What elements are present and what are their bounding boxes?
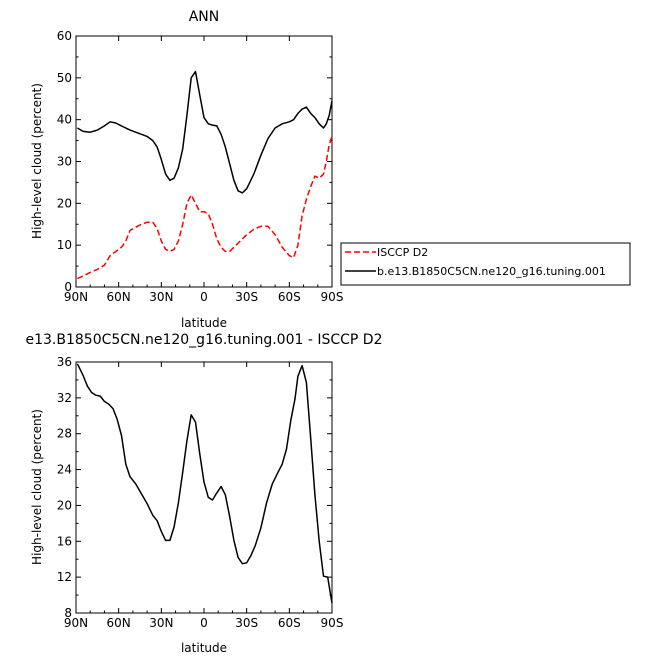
top-y-tick-label: 0 [64,280,72,294]
top-series-line-0 [77,136,333,280]
top-chart-title: ANN [189,9,220,25]
top-x-tick-label: 90N [64,290,88,304]
bottom-y-tick-label: 28 [57,427,72,441]
bottom-series-lines [76,363,333,604]
top-y-tick-label: 50 [57,71,72,85]
top-panel: ANN 90N 60N 30N 0 30S 60S 90S 0 10 20 30 40 50 60 lat… [30,9,343,330]
bottom-axis-ticks: 90N 60N 30N 0 30S 60S 90S 8 12 16 20 24 28 32 36 [57,355,344,630]
top-x-tick-label: 90S [321,290,344,304]
bottom-x-tick-label: 90N [64,616,88,630]
legend-label-isccp: ISCCP D2 [377,246,428,259]
bottom-x-axis-label: latitude [181,641,227,655]
top-series-lines [77,70,333,280]
top-axis-ticks: 90N 60N 30N 0 30S 60S 90S 0 10 20 30 40 50 60 [57,29,344,304]
bottom-chart-title: e13.B1850C5CN.ne120_g16.tuning.001 - ISC… [25,332,382,348]
top-y-tick-label: 10 [57,238,72,252]
bottom-x-tick-label: 30S [235,616,258,630]
top-y-tick-label: 20 [57,196,72,210]
bottom-x-tick-label: 30N [149,616,173,630]
top-x-tick-label: 30N [149,290,173,304]
top-x-tick-label: 0 [200,290,208,304]
top-x-tick-label: 60N [107,290,131,304]
bottom-y-tick-label: 32 [57,391,72,405]
bottom-x-tick-label: 90S [321,616,344,630]
top-series-line-1 [77,70,333,194]
legend-label-model: b.e13.B1850C5CN.ne120_g16.tuning.001 [377,265,606,278]
top-x-tick-label: 60S [278,290,301,304]
bottom-y-tick-label: 8 [64,606,72,620]
bottom-x-tick-label: 0 [200,616,208,630]
bottom-y-tick-label: 16 [57,534,72,548]
bottom-panel: e13.B1850C5CN.ne120_g16.tuning.001 - ISC… [25,332,382,655]
top-x-tick-label: 30S [235,290,258,304]
top-plot-frame [75,35,333,288]
top-x-axis-label: latitude [181,316,227,330]
bottom-y-tick-label: 24 [57,463,72,477]
bottom-plot-frame [75,361,333,614]
bottom-x-tick-label: 60N [107,616,131,630]
top-y-tick-label: 30 [57,155,72,169]
bottom-x-tick-label: 60S [278,616,301,630]
legend: ISCCP D2 b.e13.B1850C5CN.ne120_g16.tunin… [340,242,631,286]
legend-box [340,242,631,286]
top-y-tick-label: 40 [57,113,72,127]
bottom-y-axis-label: High-level cloud (percent) [30,409,44,565]
bottom-series-line-0 [76,363,333,604]
top-y-axis-label: High-level cloud (percent) [30,83,44,239]
bottom-y-tick-label: 12 [57,570,72,584]
bottom-y-tick-label: 36 [57,355,72,369]
bottom-y-tick-label: 20 [57,498,72,512]
top-y-tick-label: 60 [57,29,72,43]
